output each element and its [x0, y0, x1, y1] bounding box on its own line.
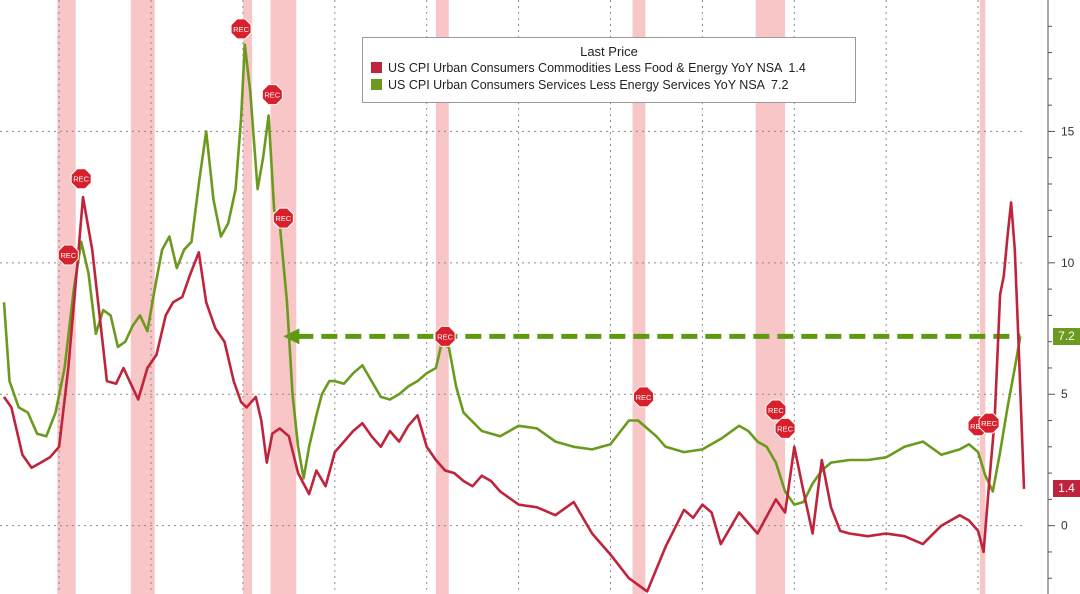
y-tick-label-0: 0 [1061, 519, 1068, 533]
last-value-badge-commodities: 1.4 [1053, 480, 1080, 498]
legend-value-commodities: 1.4 [788, 60, 806, 75]
recession-band-1 [130, 0, 155, 594]
rec-marker-badge-8 [774, 417, 796, 439]
last-value-badge-services: 7.2 [1053, 327, 1080, 345]
legend: Last Price US CPI Urban Consumers Commod… [362, 37, 856, 103]
legend-label-commodities: US CPI Urban Consumers Commodities Less … [388, 60, 783, 75]
y-tick-label-2: 10 [1061, 256, 1075, 270]
rec-marker-badge-2 [230, 18, 252, 40]
recession-band-7 [979, 0, 986, 594]
rec-marker-7: REC [765, 399, 787, 421]
legend-swatch-services [371, 79, 382, 90]
series-layer [2, 43, 1026, 593]
rec-marker-badge-1 [70, 168, 92, 190]
rec-marker-5: REC [434, 325, 456, 347]
rec-marker-label-2: REC [233, 25, 249, 34]
reference-line-layer [283, 328, 1021, 345]
rec-marker-8: REC [774, 417, 796, 439]
rec-marker-badge-5 [434, 325, 456, 347]
rec-marker-10: REC [978, 412, 1000, 434]
rec-marker-badge-3 [261, 84, 283, 106]
rec-marker-badge-6 [633, 386, 655, 408]
rec-marker-label-4: REC [275, 214, 291, 223]
rec-marker-badge-7 [765, 399, 787, 421]
rec-marker-label-6: REC [636, 393, 652, 402]
recession-band-5 [632, 0, 646, 594]
rec-marker-4: REC [272, 207, 294, 229]
rec-marker-3: REC [261, 84, 283, 106]
recession-band-0 [57, 0, 76, 594]
rec-marker-6: REC [633, 386, 655, 408]
rec-marker-badge-10 [978, 412, 1000, 434]
rec-marker-label-5: REC [437, 332, 453, 341]
rec-marker-2: REC [230, 18, 252, 40]
rec-marker-label-9: REC [970, 422, 986, 431]
series-commodities-line [2, 195, 1026, 593]
rec-marker-label-1: REC [73, 175, 89, 184]
gridlines [0, 0, 1024, 594]
rec-marker-1: REC [70, 168, 92, 190]
reference-arrowhead [283, 328, 300, 345]
legend-item-services: US CPI Urban Consumers Services Less Ene… [363, 76, 855, 93]
rec-marker-badge-4 [272, 207, 294, 229]
rec-marker-label-8: REC [777, 424, 793, 433]
rec-marker-label-3: REC [264, 91, 280, 100]
rec-marker-label-10: REC [981, 419, 997, 428]
rec-marker-badge-0 [57, 244, 79, 266]
legend-item-commodities: US CPI Urban Consumers Commodities Less … [363, 59, 855, 76]
legend-value-services: 7.2 [771, 77, 789, 92]
rec-marker-label-0: REC [60, 251, 76, 260]
recession-band-2 [242, 0, 253, 594]
y-tick-label-1: 5 [1061, 387, 1068, 401]
right-y-axis: 0 5 10 15 [1047, 0, 1075, 594]
rec-marker-label-7: REC [768, 406, 784, 415]
series-services-line [2, 43, 1022, 506]
y-tick-label-3: 15 [1061, 124, 1075, 138]
legend-label-services: US CPI Urban Consumers Services Less Ene… [388, 77, 766, 92]
legend-title: Last Price [580, 44, 638, 59]
recession-band-4 [435, 0, 449, 594]
rec-marker-0: REC [57, 244, 79, 266]
legend-swatch-commodities [371, 62, 382, 73]
